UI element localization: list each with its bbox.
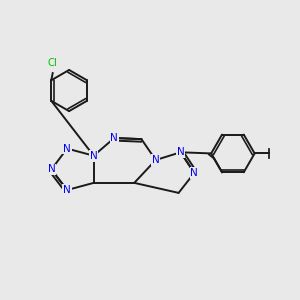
- Text: N: N: [47, 164, 55, 174]
- Text: N: N: [90, 151, 98, 161]
- Text: N: N: [110, 133, 118, 143]
- Text: N: N: [177, 147, 184, 157]
- Text: N: N: [152, 155, 160, 165]
- Text: N: N: [63, 144, 71, 154]
- Text: N: N: [190, 168, 198, 178]
- Text: Cl: Cl: [48, 58, 58, 68]
- Text: N: N: [63, 185, 71, 195]
